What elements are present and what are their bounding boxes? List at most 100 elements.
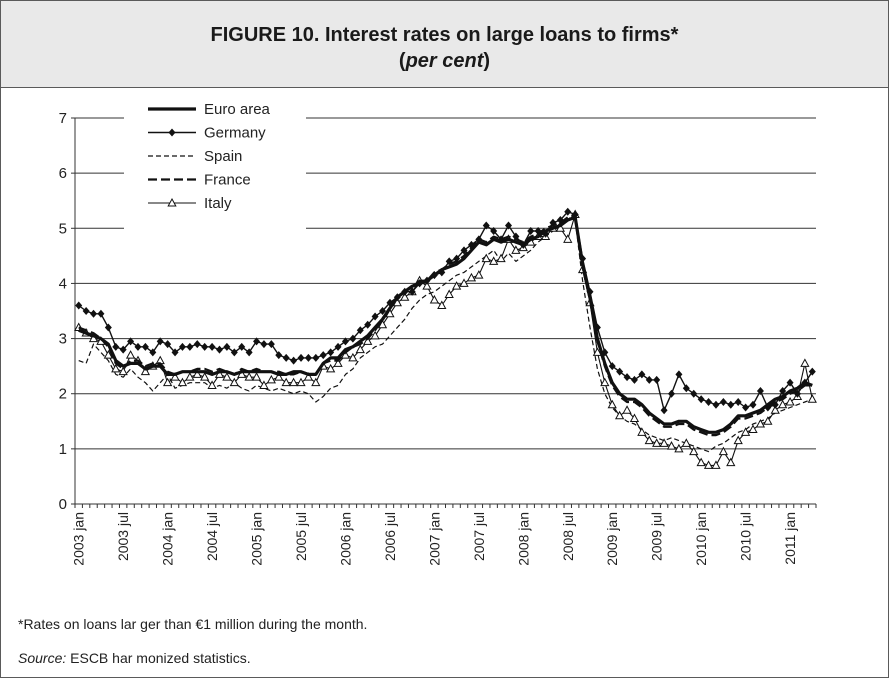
- data-point-germany: [482, 221, 490, 230]
- data-point-italy: [259, 380, 269, 389]
- data-point-italy: [311, 377, 321, 387]
- data-point-italy: [748, 424, 758, 434]
- data-point-germany: [453, 254, 461, 263]
- line-chart: 0 1 2 3 4 5 6 7 2003 jan 2003 jul 2004 jan 2004 ju…: [59, 96, 817, 566]
- data-point-italy: [740, 427, 751, 436]
- data-point-italy: [251, 372, 262, 381]
- data-point-germany: [164, 340, 172, 349]
- data-point-italy: [377, 319, 388, 329]
- data-point-germany: [371, 312, 379, 321]
- data-point-germany: [356, 326, 364, 335]
- x-tick-label: 2004 jan: [160, 512, 176, 566]
- subtitle-close: ): [483, 50, 491, 72]
- y-tick-label: 2: [59, 386, 67, 403]
- subtitle-unit: per cent: [405, 50, 484, 72]
- x-tick-label: 2006 jan: [337, 512, 353, 566]
- data-point-italy: [281, 377, 291, 387]
- legend-box: [124, 96, 306, 246]
- data-point-germany: [186, 342, 194, 351]
- data-point-italy: [681, 438, 691, 447]
- data-point-italy: [192, 369, 202, 378]
- x-tick-label: 2003 jan: [71, 512, 87, 566]
- data-point-italy: [614, 410, 625, 420]
- x-tick-label: 2004 jul: [204, 512, 220, 561]
- legend-label-france: France: [204, 172, 251, 189]
- data-point-italy: [474, 270, 484, 279]
- data-point-italy: [600, 377, 610, 387]
- data-point-germany: [408, 287, 416, 296]
- data-point-italy: [400, 292, 410, 301]
- data-point-germany: [112, 342, 120, 351]
- data-point-germany: [156, 337, 164, 346]
- data-point-germany: [290, 356, 298, 365]
- legend-label-germany: Germany: [204, 125, 266, 142]
- data-point-germany: [282, 353, 290, 362]
- x-tick-label: 2009 jul: [649, 512, 665, 561]
- data-point-germany: [201, 342, 209, 351]
- data-point-italy: [363, 336, 373, 345]
- series-line-france: [78, 213, 813, 437]
- data-point-italy: [422, 281, 432, 290]
- data-point-germany: [660, 406, 668, 415]
- y-tick-labels: 0 1 2 3 4 5 6 7: [59, 110, 67, 513]
- footnote: *Rates on loans lar ger than €1 million …: [18, 616, 368, 632]
- data-point-germany: [675, 370, 683, 379]
- data-point-italy: [162, 377, 173, 387]
- data-point-italy: [437, 300, 447, 309]
- data-point-italy: [266, 374, 277, 384]
- x-tick-labels: 2003 jan 2003 jul 2004 jan 2004 jul 2005 jan…: [71, 512, 798, 566]
- data-point-germany: [630, 375, 638, 384]
- x-tick-label: 2005 jul: [293, 512, 309, 561]
- data-point-italy: [429, 294, 440, 304]
- y-tick-label: 7: [59, 110, 67, 127]
- data-point-germany: [90, 309, 98, 318]
- legend: Euro area Germany Spain France Italy: [124, 96, 306, 246]
- legend-marker-italy: [167, 197, 177, 207]
- y-tick-label: 0: [59, 496, 67, 513]
- data-point-italy: [326, 363, 336, 373]
- data-point-germany: [379, 307, 387, 315]
- data-point-germany: [705, 397, 713, 406]
- data-point-italy: [111, 363, 121, 373]
- x-tick-label: 2010 jan: [693, 512, 709, 566]
- data-point-germany: [267, 340, 275, 349]
- data-point-germany: [564, 207, 572, 216]
- data-point-germany: [119, 345, 127, 354]
- data-point-italy: [637, 427, 647, 436]
- data-point-germany: [734, 397, 742, 406]
- legend-label-euro-area: Euro area: [204, 101, 271, 118]
- data-point-germany: [75, 301, 83, 310]
- data-point-germany: [312, 353, 320, 362]
- data-point-germany: [682, 384, 690, 393]
- data-point-italy: [481, 253, 491, 263]
- x-tick-label: 2008 jan: [515, 512, 531, 566]
- data-point-germany: [742, 403, 750, 412]
- figure-subtitle: (per cent): [1, 48, 888, 74]
- data-point-germany: [349, 334, 357, 343]
- x-tick-label: 2005 jan: [249, 512, 265, 566]
- data-point-italy: [229, 377, 239, 387]
- data-point-italy: [274, 372, 284, 381]
- data-point-germany: [749, 400, 757, 409]
- data-point-germany: [260, 340, 268, 349]
- legend-marker-germany: [168, 128, 176, 137]
- data-point-italy: [207, 380, 217, 389]
- data-point-italy: [288, 377, 299, 387]
- data-point-italy: [244, 372, 254, 381]
- data-point-italy: [177, 377, 188, 387]
- data-point-italy: [125, 350, 136, 359]
- axes: [71, 117, 817, 508]
- data-point-germany: [341, 337, 349, 346]
- series-line-spain: [78, 216, 813, 453]
- data-point-italy: [185, 372, 195, 381]
- data-point-italy: [222, 372, 232, 381]
- data-point-germany: [638, 370, 646, 379]
- x-tick-label: 2009 jan: [604, 512, 620, 566]
- data-point-germany: [230, 348, 238, 357]
- data-point-germany: [779, 386, 787, 395]
- data-point-germany: [334, 342, 342, 351]
- data-point-italy: [444, 289, 454, 298]
- data-point-italy: [333, 358, 343, 367]
- data-point-italy: [674, 443, 684, 453]
- series-line-italy: [78, 213, 813, 466]
